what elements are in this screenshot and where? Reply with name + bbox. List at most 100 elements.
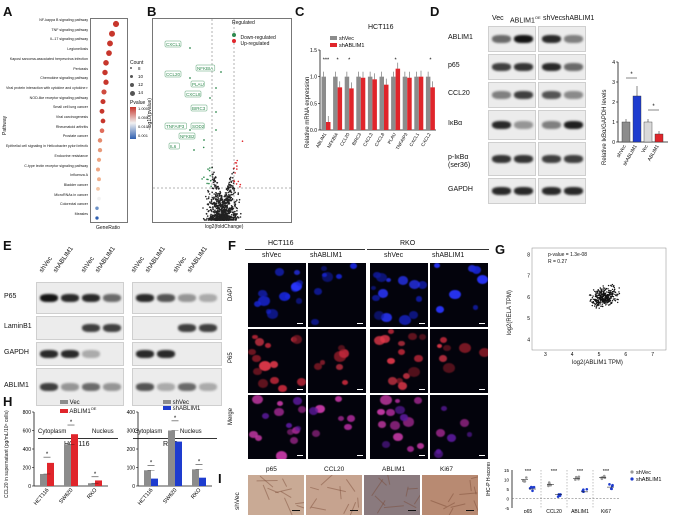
scale-bar — [408, 509, 416, 511]
category-label: HCT116 — [33, 487, 51, 506]
volcano-point — [227, 216, 229, 218]
volcano-point — [213, 177, 216, 179]
volcano-point — [219, 208, 221, 211]
legend-swatch-icon — [60, 400, 68, 404]
volcano-point — [206, 208, 208, 211]
cell-blob — [249, 431, 258, 439]
legend-swatch-icon — [163, 400, 171, 404]
volcano-point — [211, 166, 213, 169]
point-shvec — [574, 478, 577, 481]
volcano-point — [218, 193, 220, 196]
y-tick-label: 4 — [612, 60, 615, 66]
scatter-point — [605, 297, 608, 299]
cell-blob — [321, 272, 327, 278]
cell-blob — [334, 395, 342, 402]
scatter-point — [599, 303, 601, 305]
volcano-point — [205, 212, 208, 215]
significance-mark: *** — [323, 58, 330, 64]
scatter-point — [595, 307, 597, 309]
f-microscopy-tile — [430, 395, 488, 459]
scatter-point — [596, 302, 598, 304]
g-x-label: log2(ABLIM1 TPM) — [572, 360, 623, 366]
cell-blob — [442, 344, 451, 352]
volcano-point — [209, 206, 212, 209]
volcano-point — [227, 218, 229, 220]
cell-blob — [313, 288, 322, 295]
volcano-point — [226, 187, 229, 189]
scatter-point — [601, 297, 603, 299]
f-col-label: shVec — [384, 252, 404, 259]
volcano-point — [208, 219, 210, 221]
cell-blob — [435, 306, 444, 314]
pathway-dot — [103, 60, 109, 66]
category-label: HCT116 — [137, 487, 155, 506]
pathway-label: TNF signaling pathway — [51, 27, 88, 32]
blot-band — [178, 294, 196, 302]
d-blot-right — [538, 110, 586, 140]
down-dot-icon — [232, 32, 236, 37]
scatter-point — [609, 297, 611, 299]
scale-bar — [357, 455, 363, 456]
scatter-point — [609, 290, 611, 292]
d-row-label: ABLIM1 — [448, 34, 473, 41]
pathway-dot — [97, 196, 101, 201]
scale-bar — [357, 389, 363, 390]
f-microscopy-tile — [370, 263, 428, 327]
tissue-fiber — [473, 486, 477, 495]
volcano-point — [203, 176, 205, 178]
volcano-point — [234, 172, 236, 174]
volcano-point — [227, 199, 230, 202]
volcano-point — [216, 200, 218, 203]
point-shablim1 — [608, 483, 611, 486]
volcano-point — [215, 202, 217, 205]
cell-blob — [322, 272, 333, 282]
volcano-point — [235, 183, 238, 185]
panel-label-h: H — [3, 394, 13, 409]
volcano-point — [230, 193, 233, 196]
bar — [643, 121, 653, 143]
blot-band — [157, 350, 175, 358]
bar-shvec — [414, 76, 419, 130]
d-blot-left — [488, 82, 536, 108]
pathway-dot — [112, 20, 120, 28]
tissue-fiber — [370, 479, 384, 497]
volcano-point — [238, 198, 241, 201]
pathway-dot — [99, 128, 105, 133]
scatter-point — [599, 297, 601, 299]
cell-blob — [392, 432, 403, 442]
tissue-fiber — [310, 486, 319, 491]
e-blot-hct116 — [36, 316, 124, 340]
blot-band — [82, 294, 100, 302]
volcano-point — [229, 189, 232, 191]
cell-blob — [286, 423, 293, 429]
cell-blob — [408, 279, 420, 290]
tissue-fiber — [311, 506, 326, 511]
volcano-point — [221, 199, 223, 202]
panel-label-f: F — [228, 238, 236, 253]
y-tick-label: 5 — [506, 487, 509, 492]
volcano-y-label: -log10(pvalue) — [147, 98, 153, 130]
cell-blob — [435, 449, 442, 454]
scatter-point — [612, 298, 615, 300]
volcano-point — [230, 199, 232, 202]
bar-treatment — [71, 434, 78, 486]
blot-band — [157, 294, 175, 302]
scatter-point — [594, 290, 596, 293]
scatter-point — [603, 293, 605, 296]
cell-blob — [418, 333, 427, 341]
cell-blob — [382, 441, 391, 448]
volcano-point — [227, 212, 229, 214]
cell-blob — [413, 397, 422, 405]
volcano-point — [234, 215, 236, 218]
volcano-point — [227, 185, 229, 187]
cell-blob — [437, 344, 443, 349]
scatter-point — [595, 306, 598, 308]
volcano-point — [217, 209, 219, 212]
scatter-point — [611, 291, 614, 293]
e-blot-rko — [132, 282, 222, 314]
volcano-point — [221, 215, 224, 217]
cell-blob — [397, 382, 407, 391]
blot-band — [40, 383, 58, 391]
cell-blob — [258, 296, 270, 306]
scatter-point — [591, 297, 594, 299]
